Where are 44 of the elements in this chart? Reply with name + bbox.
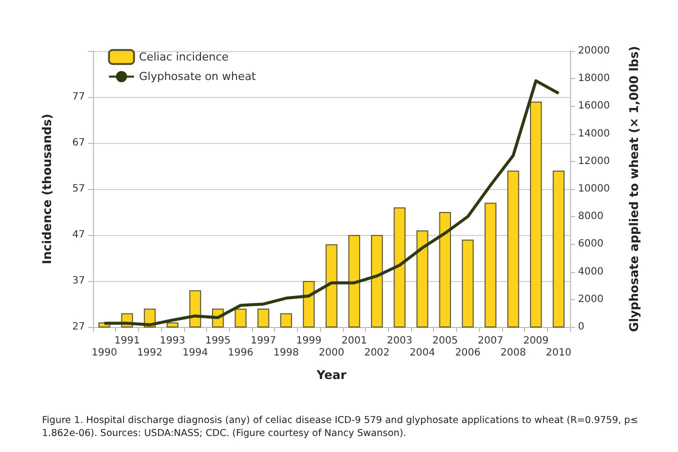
x-tick-label: 2010 <box>546 348 572 358</box>
x-tick-label: 2007 <box>478 336 504 346</box>
y2-tick-label: 20000 <box>578 46 610 56</box>
x-tick-label: 2000 <box>318 348 344 358</box>
y2-axis-title: Glyphosate applied to wheat (× 1,000 lbs) <box>627 46 641 332</box>
y2-tick-label: 14000 <box>578 128 610 140</box>
x-tick-label: 1991 <box>114 336 140 346</box>
x-tick-label: 1990 <box>92 348 118 358</box>
caption: Figure 1. Hospital discharge diagnosis (any) of celiac disease ICD-9 579 and glyphosate applications to wheat (R=0.9759, p≤1.862e-06). Sources: USDA:NASS; CDC. (Figure courtesy of Nancy Swanson). <box>42 415 638 439</box>
y2-tick-label: 12000 <box>578 156 610 167</box>
y-axis-title: Incidence (thousands) <box>40 114 54 264</box>
x-tick-label: 2006 <box>455 348 481 358</box>
y2-tick-label: 0 <box>578 322 584 332</box>
y2-tick-label: 18000 <box>578 73 610 84</box>
x-tick-label: 1994 <box>182 348 208 358</box>
y2-tick-label: 8000 <box>578 211 604 222</box>
x-tick-label: 2003 <box>386 336 412 346</box>
y-tick-label: 67 <box>72 138 85 148</box>
x-tick-label: 2001 <box>341 336 367 346</box>
y-tick-label: 57 <box>72 184 85 194</box>
x-tick-label: 2009 <box>523 336 549 346</box>
x-tick-label: 2004 <box>410 348 436 358</box>
x-tick-label: 2008 <box>500 348 526 358</box>
y2-tick-label: 4000 <box>578 266 604 278</box>
x-tick-label: 1997 <box>250 336 276 346</box>
x-tick-label: 1995 <box>205 336 231 346</box>
x-tick-label: 2005 <box>432 336 458 346</box>
x-tick-label: 1998 <box>273 348 299 358</box>
y-tick-label: 77 <box>72 92 85 102</box>
legend-label: Celiac incidence <box>139 50 229 64</box>
x-tick-label: 1992 <box>137 348 163 358</box>
x-tick-label: 2002 <box>364 348 390 358</box>
y2-tick-label: 10000 <box>578 184 610 194</box>
y2-tick-label: 2000 <box>578 294 604 305</box>
legend-label: Glyphosate on wheat <box>139 70 256 84</box>
x-axis-title: Year <box>316 368 346 382</box>
y-tick-label: 27 <box>72 322 85 332</box>
x-tick-label: 1993 <box>160 336 186 346</box>
x-tick-label: 1996 <box>228 348 254 358</box>
y-tick-label: 47 <box>72 230 85 240</box>
y2-tick-label: 16000 <box>578 100 610 112</box>
x-tick-label: 1999 <box>296 336 322 346</box>
y2-tick-label: 6000 <box>578 238 604 250</box>
y-tick-label: 37 <box>72 276 85 286</box>
